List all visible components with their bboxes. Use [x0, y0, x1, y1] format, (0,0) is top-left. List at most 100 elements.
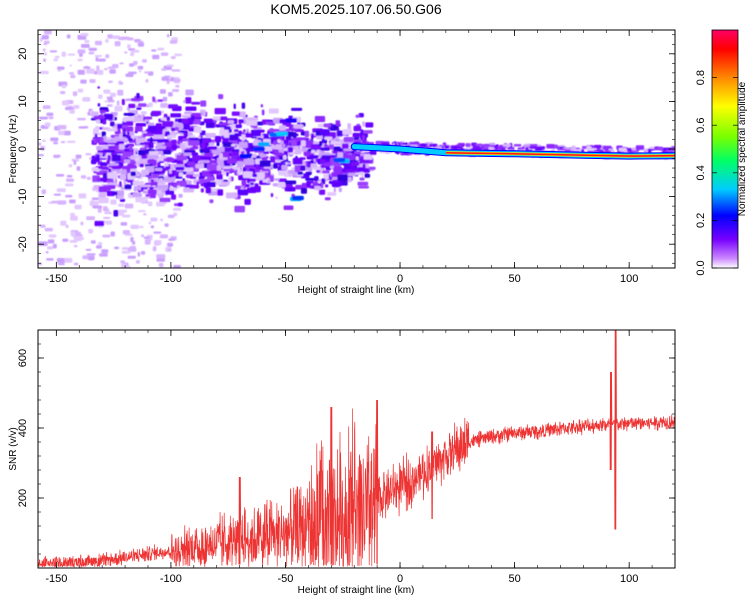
heatmap-cell — [44, 122, 51, 128]
heatmap-cell — [153, 134, 165, 140]
heatmap-cell — [135, 260, 140, 264]
heatmap-cell — [169, 187, 178, 191]
heatmap-cell — [331, 182, 342, 187]
heatmap-cell — [60, 90, 66, 95]
heatmap-cell — [143, 236, 151, 239]
heatmap-cell — [98, 197, 109, 204]
y-tick-label: 20 — [17, 48, 29, 60]
heatmap-cell — [39, 224, 46, 228]
heatmap-cell — [135, 197, 147, 203]
heatmap-cell — [336, 130, 343, 137]
heatmap-cell — [70, 212, 75, 217]
heatmap-cell — [352, 132, 360, 138]
heatmap-cell — [69, 64, 72, 67]
heatmap-cell — [167, 242, 174, 247]
heatmap-cell — [200, 188, 204, 193]
heatmap-cell — [155, 145, 166, 150]
heatmap-cell — [141, 234, 145, 238]
top-y-ticks: -20 -10 0 10 20 — [17, 34, 675, 264]
heatmap-cell — [164, 177, 176, 183]
heatmap-cell — [75, 154, 82, 159]
heatmap-cell — [161, 76, 170, 81]
heatmap-cell — [246, 168, 250, 173]
heatmap-cell — [127, 44, 131, 49]
heatmap-cell — [167, 104, 179, 109]
heatmap-cell — [145, 194, 150, 197]
heatmap-cell — [295, 137, 307, 141]
heatmap-cell — [305, 177, 316, 181]
heatmap-cell — [145, 79, 149, 83]
x-tick-label: 50 — [508, 273, 520, 285]
heatmap-cell — [119, 62, 124, 65]
heatmap-cell — [157, 185, 169, 190]
heatmap-cell — [103, 89, 111, 94]
heatmap-cell — [119, 133, 123, 139]
heatmap-cell — [225, 192, 238, 199]
heatmap-cell — [571, 145, 576, 150]
heatmap-cell — [219, 146, 225, 153]
x-tick-label: -100 — [160, 573, 182, 585]
heatmap-cell — [314, 116, 326, 123]
heatmap-cell — [139, 163, 144, 168]
heatmap-cell — [281, 165, 288, 170]
heatmap-cell — [94, 54, 103, 58]
heatmap-cell — [292, 195, 304, 201]
heatmap-cell — [86, 176, 91, 180]
heatmap-cell — [118, 203, 125, 207]
heatmap-cell — [274, 178, 280, 181]
heatmap-cell — [273, 164, 278, 169]
heatmap-cell — [332, 150, 339, 154]
heatmap-cell — [169, 40, 178, 44]
heatmap-cell — [162, 121, 174, 128]
x-tick-label: -150 — [45, 573, 67, 585]
heatmap-cell — [103, 135, 107, 143]
heatmap-cell — [121, 99, 125, 106]
heatmap-cell — [99, 253, 108, 257]
heatmap-cell — [53, 193, 62, 196]
heatmap-cell — [175, 85, 180, 88]
heatmap-cell — [237, 189, 249, 196]
heatmap-cell — [66, 178, 74, 182]
heatmap-cell — [106, 104, 113, 107]
heatmap-cell — [216, 141, 220, 147]
heatmap-cell — [135, 123, 147, 127]
heatmap-cell — [362, 121, 366, 127]
heatmap-cell — [39, 116, 48, 120]
heatmap-cell — [50, 137, 59, 142]
heatmap-cell — [205, 187, 212, 194]
heatmap-cell — [86, 68, 95, 74]
heatmap-cell — [134, 157, 140, 162]
heatmap-cell — [144, 71, 150, 74]
heatmap-cell — [137, 65, 144, 70]
x-tick-label: 50 — [508, 573, 520, 585]
heatmap-cell — [97, 86, 101, 89]
heatmap-cell — [171, 69, 181, 72]
heatmap-cell — [150, 181, 158, 186]
heatmap-cell — [318, 189, 326, 195]
heatmap-cell — [105, 54, 110, 59]
heatmap-cell — [189, 184, 200, 189]
heatmap-cell — [183, 187, 195, 193]
heatmap-cell — [209, 199, 214, 204]
x-tick-label: 0 — [397, 273, 403, 285]
y-tick-label: 400 — [17, 419, 29, 437]
heatmap-cell — [290, 140, 297, 146]
heatmap-cell — [94, 220, 105, 227]
heatmap-cell — [97, 242, 103, 246]
heatmap-cell — [140, 184, 152, 188]
heatmap-cell — [109, 69, 116, 74]
heatmap-cell — [66, 34, 71, 39]
heatmap-cell — [202, 138, 211, 144]
heatmap-cell — [125, 73, 134, 77]
heatmap-cell — [529, 146, 539, 149]
heatmap-cell — [119, 181, 122, 188]
heatmap-cell — [261, 157, 268, 161]
heatmap-cell — [95, 137, 101, 144]
heatmap-cell — [182, 138, 190, 142]
heatmap-cell — [119, 174, 127, 181]
heatmap-cell — [170, 126, 176, 132]
heatmap-cell — [192, 155, 202, 162]
heatmap-cell — [110, 92, 116, 97]
heatmap-cell — [282, 155, 287, 160]
heatmap-cell — [85, 153, 92, 156]
